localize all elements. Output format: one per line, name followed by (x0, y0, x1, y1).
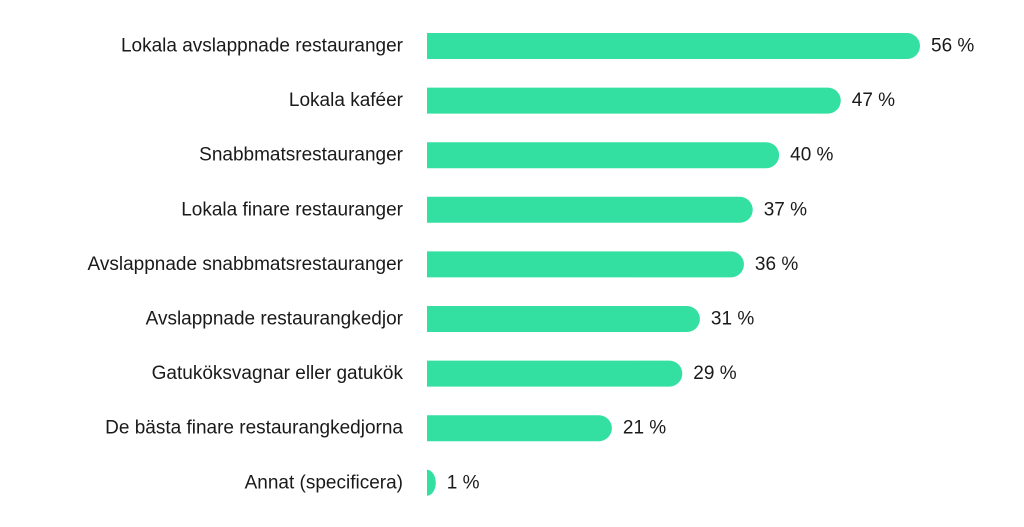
value-label: 37 % (764, 199, 807, 220)
value-label: 40 % (790, 145, 833, 166)
category-label: Avslappnade snabbmatsrestauranger (88, 254, 404, 275)
bar (427, 251, 744, 278)
bar (427, 196, 753, 223)
category-label: Lokala avslappnade restauranger (121, 36, 404, 57)
bar (427, 142, 780, 169)
category-labels: Lokala avslappnade restauranger Lokala ka… (88, 36, 404, 494)
bar (427, 415, 612, 442)
category-label: Avslappnade restaurangkedjor (146, 309, 404, 330)
bar (427, 33, 920, 59)
bar (427, 306, 700, 332)
category-label: Lokala kaféer (289, 90, 404, 111)
value-label: 21 % (623, 418, 666, 439)
bar (427, 360, 683, 387)
value-label: 1 % (447, 472, 480, 493)
value-label: 29 % (693, 363, 736, 384)
value-labels: 56 % 47 % 40 % 37 % 36 % 31 % 29 % 21 % 1 % (447, 36, 975, 494)
category-label: Annat (specificera) (245, 472, 403, 493)
category-label: De bästa finare restaurangkedjorna (105, 418, 403, 439)
bar (427, 469, 436, 496)
category-label: Lokala finare restauranger (181, 199, 403, 220)
value-label: 56 % (931, 36, 974, 57)
category-label: Gatuköksvagnar eller gatukök (152, 363, 404, 384)
bars (427, 33, 920, 496)
value-label: 31 % (711, 309, 754, 330)
value-label: 47 % (852, 90, 895, 111)
bar (427, 87, 841, 114)
category-label: Snabbmatsrestauranger (199, 145, 404, 166)
value-label: 36 % (755, 254, 798, 275)
